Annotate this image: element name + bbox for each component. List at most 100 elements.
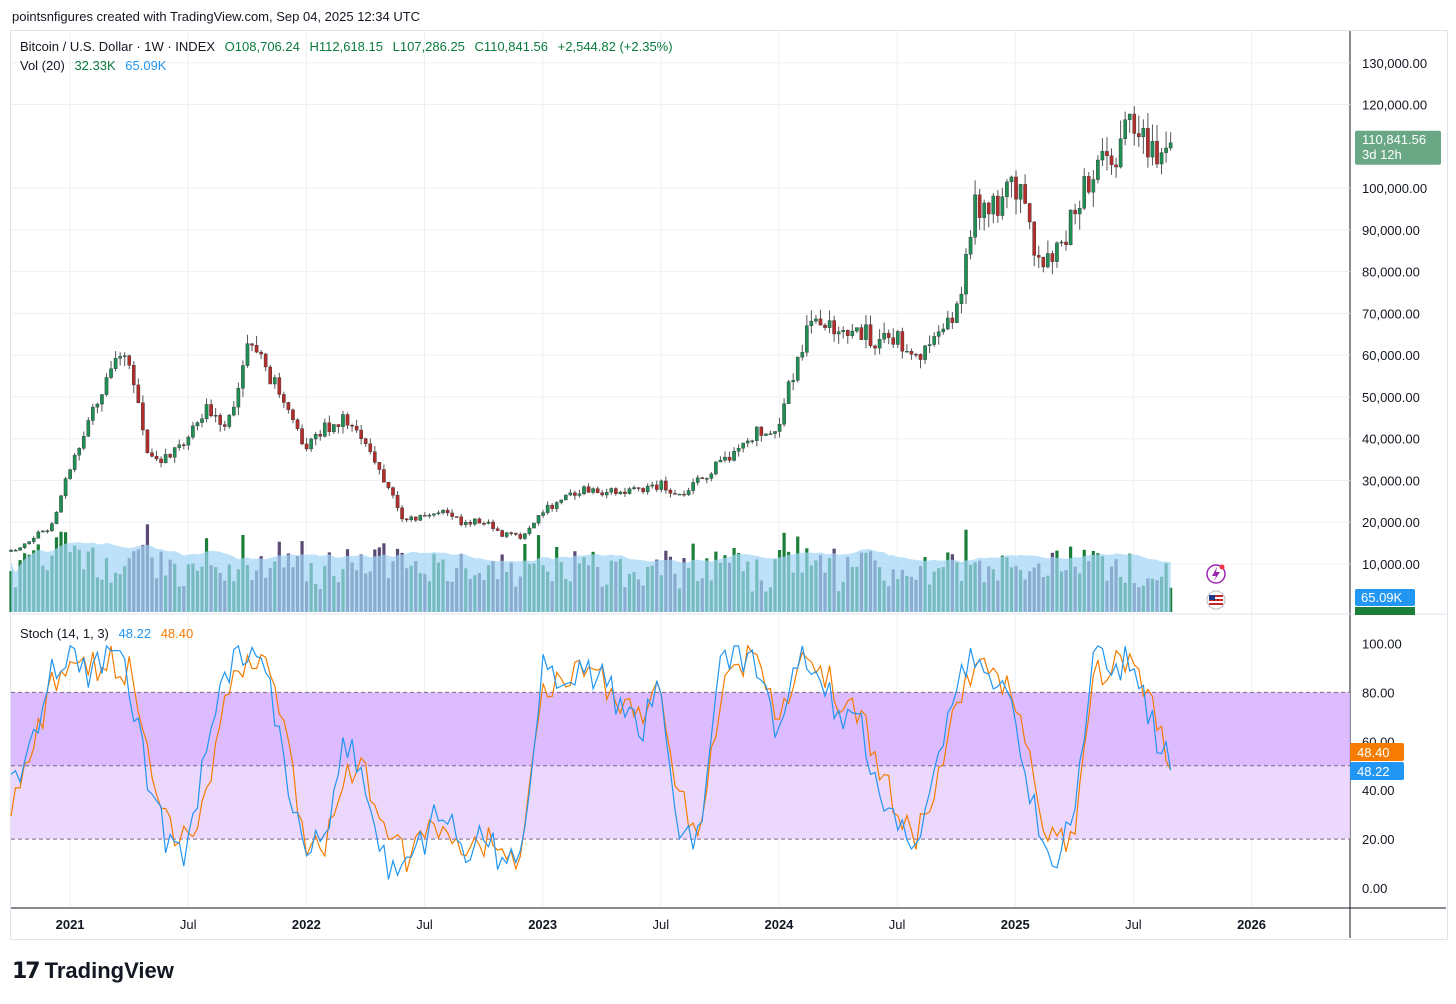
- candle-body: [163, 454, 168, 464]
- chart-attribution: pointsnfigures created with TradingView.…: [12, 9, 421, 24]
- price-tick-label: 10,000.00: [1362, 557, 1420, 572]
- candle-body: [973, 194, 977, 238]
- candle-body: [1059, 241, 1064, 244]
- candle-body: [750, 440, 755, 442]
- candle-body: [1155, 141, 1159, 165]
- candle-body: [363, 438, 368, 444]
- candle-body: [1146, 127, 1150, 158]
- candle-body: [614, 488, 618, 494]
- candle-body: [1159, 152, 1164, 165]
- x-tick-label: Jul: [1125, 917, 1142, 932]
- stoch-k-badge: [1350, 762, 1404, 780]
- candle-body: [932, 336, 936, 345]
- candle-body: [909, 351, 914, 355]
- candle-body: [368, 443, 373, 452]
- stoch-tick-label: 20.00: [1362, 832, 1395, 847]
- candle-body: [254, 345, 259, 353]
- candle-body: [63, 478, 68, 497]
- candle-body: [391, 487, 395, 496]
- stoch-label[interactable]: Stoch (14, 1, 3): [20, 626, 109, 641]
- candle-body: [336, 424, 341, 427]
- candle-body: [109, 368, 113, 378]
- stoch-tick-label: 0.00: [1362, 881, 1387, 896]
- candle-body: [1127, 113, 1132, 120]
- candle-body: [964, 254, 968, 295]
- price-tick-label: 30,000.00: [1362, 473, 1420, 488]
- candle-body: [795, 356, 800, 381]
- candle-body: [304, 443, 309, 450]
- candle-body: [259, 351, 263, 355]
- candle-body: [245, 343, 250, 366]
- candle-body: [436, 512, 441, 515]
- candle-body: [573, 492, 577, 496]
- candle-body: [600, 492, 604, 496]
- candle-body: [591, 488, 595, 493]
- candle-body: [618, 491, 623, 494]
- candle-body: [1036, 255, 1041, 258]
- symbol-title[interactable]: Bitcoin / U.S. Dollar · 1W · INDEX: [20, 39, 216, 54]
- candle-body: [131, 365, 136, 386]
- candle-body: [686, 490, 691, 495]
- candle-body: [559, 499, 564, 503]
- candle-body: [645, 485, 650, 493]
- candle-body: [668, 489, 673, 494]
- candle-body: [159, 458, 163, 464]
- candle-body: [122, 355, 127, 357]
- candle-body: [718, 459, 723, 463]
- symbol-legend: Bitcoin / U.S. Dollar · 1W · INDEX O108,…: [20, 39, 679, 54]
- candle-body: [855, 327, 859, 332]
- candle-body: [1118, 138, 1123, 168]
- stoch-tick-label: 100.00: [1362, 637, 1402, 652]
- price-tick-label: 40,000.00: [1362, 432, 1420, 447]
- price-tick-label: 120,000.00: [1362, 98, 1427, 113]
- candle-body: [154, 456, 159, 460]
- events-flash-glyph: [1212, 567, 1220, 581]
- candle-body: [1023, 184, 1027, 204]
- candle-body: [427, 514, 432, 517]
- candle-body: [745, 440, 750, 444]
- x-tick-label: 2026: [1237, 917, 1266, 932]
- candle-body: [1000, 196, 1005, 216]
- volume-ma-area: [11, 542, 1171, 612]
- us-flag-canton: [1209, 595, 1215, 600]
- candle-body: [586, 486, 591, 493]
- last-price-label: 110,841.56: [1362, 132, 1426, 147]
- candle-body: [95, 403, 100, 408]
- candle-body: [104, 377, 109, 395]
- candle-body: [222, 424, 227, 427]
- candle-body: [1050, 253, 1055, 262]
- candle-body: [941, 328, 946, 333]
- stoch-tick-label: 40.00: [1362, 783, 1395, 798]
- candle-body: [632, 487, 636, 489]
- candle-body: [136, 384, 141, 403]
- tradingview-logo[interactable]: 17 TradingView: [12, 958, 174, 984]
- candle-body: [418, 515, 423, 521]
- candle-body: [150, 452, 154, 457]
- candle-body: [22, 543, 27, 548]
- candle-body: [759, 426, 764, 436]
- candle-body: [714, 461, 718, 475]
- candle-body: [373, 451, 377, 463]
- candle-body: [877, 338, 882, 349]
- candle-body: [1014, 176, 1018, 200]
- candle-body: [532, 522, 536, 529]
- candle-body: [309, 438, 313, 450]
- candle-body: [445, 509, 450, 514]
- candle-body: [441, 509, 445, 514]
- volume-label[interactable]: Vol (20): [20, 58, 65, 73]
- candle-body: [263, 353, 268, 368]
- candle-body: [9, 550, 13, 552]
- candle-body: [277, 377, 282, 395]
- candle-body: [36, 531, 41, 539]
- candle-body: [800, 352, 805, 358]
- candle-body: [650, 484, 655, 487]
- candle-body: [382, 469, 386, 483]
- volume-ma-badge-label: 65.09K: [1361, 590, 1403, 605]
- candle-body: [809, 320, 814, 326]
- x-tick-label: 2023: [528, 917, 557, 932]
- us-flag-stripe: [1209, 597, 1223, 599]
- candle-body: [782, 403, 786, 425]
- candle-body: [232, 406, 236, 416]
- candle-body: [1018, 184, 1023, 200]
